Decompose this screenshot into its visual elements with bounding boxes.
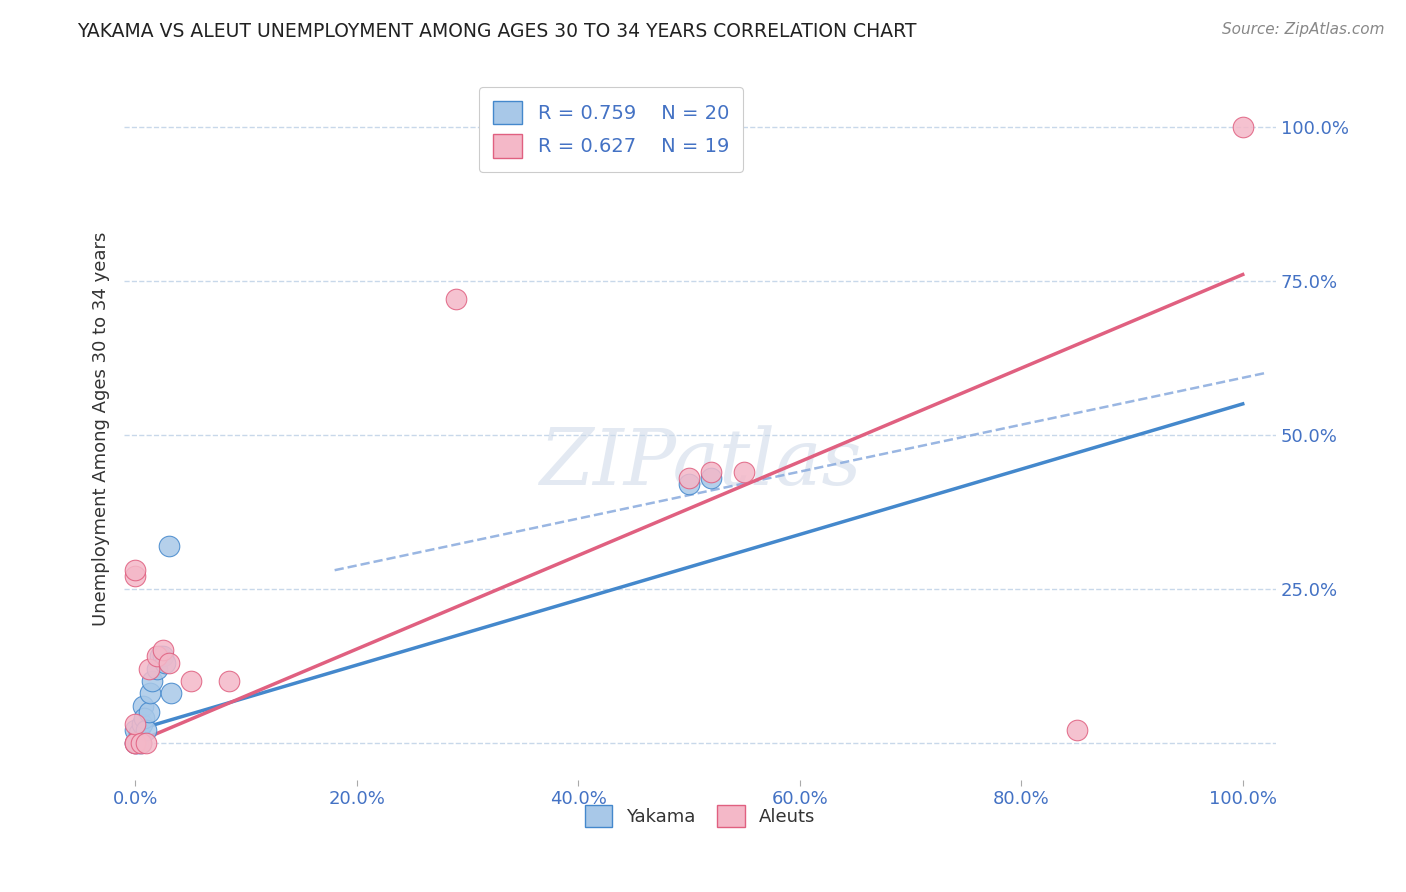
Point (138, 662, 160, 676)
Point (157, 539, 180, 553)
Point (138, 686, 160, 700)
Point (131, 717, 153, 731)
Point (132, 698, 155, 713)
Point (733, 465, 755, 479)
Point (678, 477, 700, 491)
Point (152, 649, 174, 664)
Point (146, 662, 169, 676)
Point (1066, 723, 1088, 738)
Point (678, 471, 700, 485)
Point (124, 563, 146, 577)
Text: Source: ZipAtlas.com: Source: ZipAtlas.com (1222, 22, 1385, 37)
Text: ZIPatlas: ZIPatlas (538, 425, 862, 502)
Point (134, 711, 156, 725)
Point (138, 705, 160, 719)
Point (124, 736, 146, 750)
Point (124, 717, 146, 731)
Point (157, 656, 180, 670)
Point (129, 736, 152, 750)
Point (146, 649, 169, 664)
Point (700, 471, 723, 485)
Text: YAKAMA VS ALEUT UNEMPLOYMENT AMONG AGES 30 TO 34 YEARS CORRELATION CHART: YAKAMA VS ALEUT UNEMPLOYMENT AMONG AGES … (77, 22, 917, 41)
Point (124, 723, 146, 738)
Point (135, 736, 157, 750)
Point (124, 736, 146, 750)
Point (446, 292, 468, 306)
Point (128, 726, 150, 740)
Point (700, 465, 723, 479)
Point (127, 736, 149, 750)
Point (153, 656, 176, 670)
Point (149, 649, 172, 664)
Point (159, 686, 181, 700)
Point (124, 736, 146, 750)
Point (180, 674, 202, 689)
Point (141, 674, 163, 689)
Point (129, 736, 152, 750)
Point (152, 643, 174, 657)
Point (218, 674, 240, 689)
Point (1232, 120, 1254, 134)
Legend: Yakama, Aleuts: Yakama, Aleuts (578, 797, 823, 834)
Point (124, 569, 146, 583)
Point (135, 723, 157, 738)
Y-axis label: Unemployment Among Ages 30 to 34 years: Unemployment Among Ages 30 to 34 years (93, 231, 110, 625)
